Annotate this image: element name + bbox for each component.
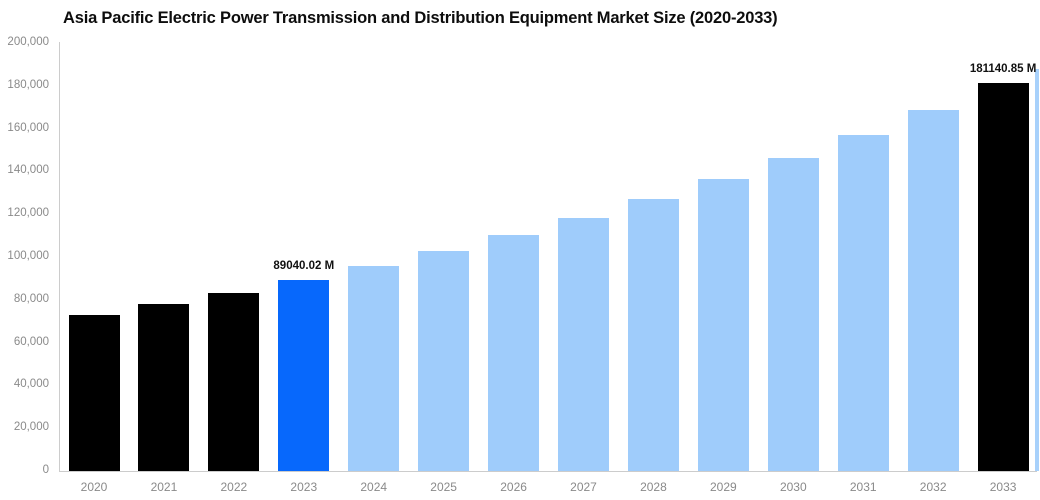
x-axis-label-2030: 2030 <box>779 480 807 494</box>
bar-2027[interactable] <box>558 217 609 471</box>
bar-2032[interactable] <box>907 109 959 471</box>
chart-title: Asia Pacific Electric Power Transmission… <box>63 9 778 27</box>
y-axis-tick-label: 140,000 <box>7 164 49 177</box>
x-axis-label-2023: 2023 <box>290 480 318 494</box>
y-axis-tick-label: 200,000 <box>7 36 49 48</box>
y-axis-tick-label: 80,000 <box>13 292 49 305</box>
bar-2022[interactable] <box>208 293 260 471</box>
y-axis-tick-label: 20,000 <box>13 421 49 434</box>
x-axis-label-2028: 2028 <box>640 480 667 494</box>
y-axis-line <box>59 42 60 472</box>
bar-2023[interactable] <box>278 280 330 471</box>
bar-value-label-2023: 89040.02 M <box>273 260 335 273</box>
y-axis-tick-label: 100,000 <box>7 250 49 262</box>
x-axis-label-2032: 2032 <box>919 480 947 494</box>
x-axis-label-2020: 2020 <box>80 480 108 494</box>
x-axis-label-2021: 2021 <box>150 480 178 494</box>
bar-2020[interactable] <box>68 314 120 471</box>
x-axis-line <box>59 471 1037 472</box>
x-axis-label-2022: 2022 <box>220 480 248 494</box>
bar-2028[interactable] <box>627 199 679 471</box>
x-axis-label-2031: 2031 <box>849 480 877 494</box>
x-axis-label-2033: 2033 <box>989 480 1017 494</box>
bar-2030[interactable] <box>767 157 819 471</box>
bar-2024[interactable] <box>348 266 400 471</box>
y-axis-tick-label: 60,000 <box>13 335 49 348</box>
x-axis-label-2029: 2029 <box>710 480 737 494</box>
x-axis-label-2027: 2027 <box>570 480 597 494</box>
bar-2021[interactable] <box>138 304 190 471</box>
bar-2025[interactable] <box>418 251 470 471</box>
bar-2029[interactable] <box>697 179 749 471</box>
x-axis-label-2024: 2024 <box>360 480 388 494</box>
y-axis-tick-label: 120,000 <box>7 207 49 220</box>
bar-2026[interactable] <box>488 235 540 471</box>
y-axis-tick-label: 0 <box>42 464 49 476</box>
y-axis-tick-label: 40,000 <box>13 378 49 391</box>
clipped-partial-bar <box>1035 69 1039 471</box>
x-axis-label-2026: 2026 <box>500 480 527 494</box>
y-axis-tick-label: 160,000 <box>7 121 49 134</box>
bar-2033[interactable] <box>977 83 1029 471</box>
bar-2031[interactable] <box>837 134 889 471</box>
x-axis-label-2025: 2025 <box>430 480 457 494</box>
y-axis-tick-label: 180,000 <box>7 78 49 91</box>
bar-value-label-2033: 181140.85 M <box>969 63 1037 76</box>
